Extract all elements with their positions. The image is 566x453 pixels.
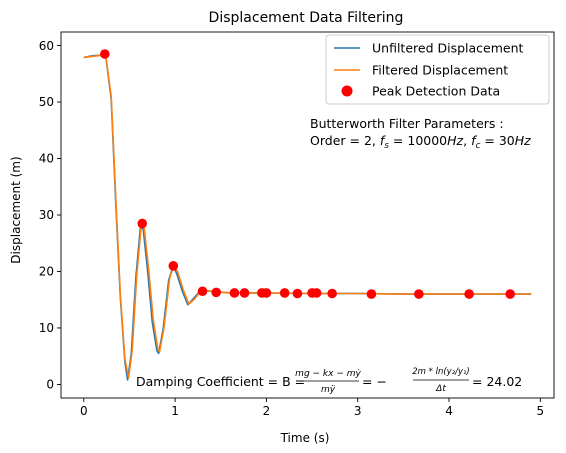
legend-label-unfiltered: Unfiltered Displacement xyxy=(372,41,524,56)
peak-point xyxy=(327,288,337,299)
chart-title: Displacement Data Filtering xyxy=(209,10,404,26)
svg-text:mg − kx − mẏ: mg − kx − mẏ xyxy=(295,369,361,379)
plot-layer xyxy=(83,49,532,381)
legend-label-filtered: Filtered Displacement xyxy=(372,63,508,78)
x-tick-label: 0 xyxy=(80,404,88,418)
peak-point xyxy=(197,286,208,297)
filter-parameters-heading: Butterworth Filter Parameters : xyxy=(310,116,504,131)
peak-point xyxy=(311,288,322,298)
peak-point xyxy=(168,261,179,271)
peak-point xyxy=(366,289,377,299)
peak-point xyxy=(137,218,148,229)
y-tick-label: 10 xyxy=(39,321,54,335)
peak-point xyxy=(211,287,222,298)
peak-point xyxy=(100,49,110,59)
svg-text:mÿ: mÿ xyxy=(321,385,336,395)
x-tick-label: 4 xyxy=(445,404,453,418)
filter-parameters-annotation: Butterworth Filter Parameters : Order = … xyxy=(310,116,531,151)
y-tick-label: 60 xyxy=(39,39,54,53)
svg-text:2m * ln(y₂/y₁): 2m * ln(y₂/y₁) xyxy=(412,367,469,377)
legend: Unfiltered Displacement Filtered Displac… xyxy=(325,34,550,105)
filter-parameters-values: Order = 2, fs = 10000Hz, fc = 30Hz xyxy=(310,133,531,151)
legend-frame xyxy=(325,34,550,105)
legend-label-peaks: Peak Detection Data xyxy=(372,84,500,99)
peak-point xyxy=(239,288,250,298)
y-tick-label: 40 xyxy=(39,152,54,166)
x-tick-label: 1 xyxy=(171,404,179,418)
y-tick-label: 0 xyxy=(46,378,54,392)
peak-point xyxy=(292,288,303,299)
svg-text:= −: = − xyxy=(362,374,387,389)
svg-text:Δt: Δt xyxy=(435,384,446,394)
y-axis-label: Displacement (m) xyxy=(9,156,23,263)
x-axis-label: Time (s) xyxy=(280,431,330,445)
peak-point xyxy=(261,288,272,298)
x-tick-label: 5 xyxy=(536,404,544,418)
svg-text:= 24.02: = 24.02 xyxy=(472,374,522,389)
x-tick-label: 3 xyxy=(354,404,362,418)
x-tick-label: 2 xyxy=(263,404,271,418)
svg-text:Damping Coefficient = B =: Damping Coefficient = B = xyxy=(136,374,305,389)
peak-point xyxy=(229,288,240,298)
peak-point xyxy=(279,288,290,298)
peak-point xyxy=(414,289,424,299)
peak-point xyxy=(464,289,474,299)
y-tick-label: 50 xyxy=(39,95,54,109)
y-tick-label: 30 xyxy=(39,208,54,222)
y-tick-label: 20 xyxy=(39,265,54,279)
legend-marker-peaks xyxy=(341,85,353,97)
damping-coefficient-annotation: Damping Coefficient = B = mg − kx − mẏ m… xyxy=(136,367,522,395)
peak-point xyxy=(505,289,515,299)
filtered-displacement-line xyxy=(83,54,532,379)
